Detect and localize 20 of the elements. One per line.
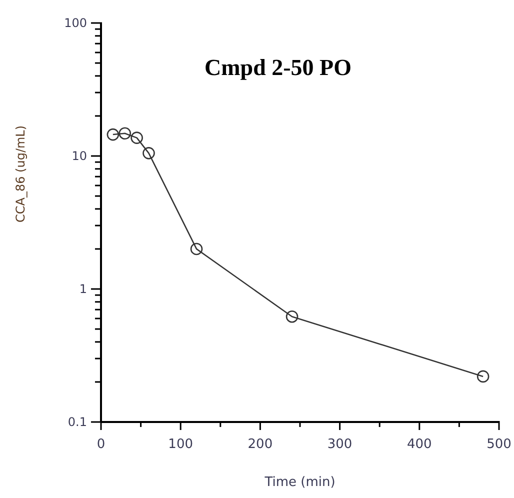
x-tick-label: 200 [248, 437, 273, 452]
point [476, 370, 490, 383]
y-tick-label: 1 [79, 282, 87, 296]
x-tick-label: 400 [406, 437, 432, 452]
point [130, 132, 143, 144]
point [142, 147, 155, 160]
y-tick-label: 0.1 [68, 415, 87, 429]
x-tick-label: 500 [486, 437, 512, 452]
y-tick-label: 10 [72, 149, 87, 163]
point [118, 127, 132, 140]
x-tick-label: 300 [327, 437, 352, 452]
x-axis-title: Time (min) [264, 475, 336, 490]
text: Cmpd 2-50 PO [204, 55, 352, 81]
x-tick-label: 0 [96, 437, 106, 452]
y-axis-title: CCA_86 (ug/mL) [13, 125, 28, 222]
point [286, 310, 298, 323]
x-tick-label: 100 [168, 437, 194, 452]
y-tick-label: 100 [64, 16, 87, 30]
point [106, 128, 120, 141]
point [190, 242, 203, 256]
